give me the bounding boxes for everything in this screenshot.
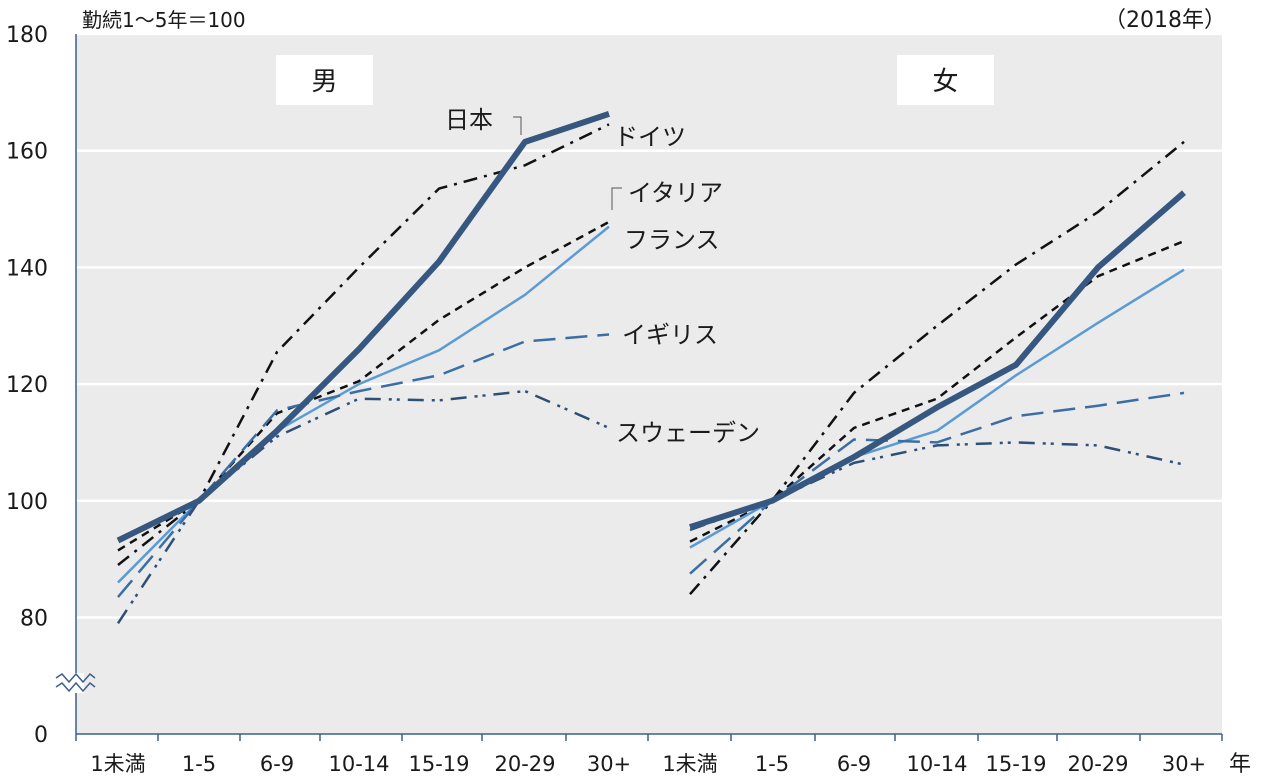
axis-break-mark [55,681,96,693]
series-lines [116,111,1186,624]
series-line-male [116,111,610,544]
series-label: イギリス [622,321,718,349]
panel-title: 男 [311,67,337,97]
x-tick-label: 1-5 [182,752,216,776]
x-tick-label: 1未満 [662,752,717,776]
panel-title-box [897,55,994,105]
x-tick-label: 15-19 [408,752,469,776]
axis-break-mark [55,672,96,684]
series-label: フランス [624,226,720,254]
series-line-male [117,333,610,598]
y-tick-label: 180 [6,23,48,48]
gridlines [76,32,1222,619]
leader-line [513,116,522,135]
series-label: イタリア [628,179,723,207]
axes: 0 80 100 120 140 160 180 [6,23,1223,748]
y-tick-label: 140 [6,256,48,281]
x-tick-label: 1-5 [755,752,789,776]
x-unit-label: 年 [1229,752,1251,777]
x-tick-label: 20-29 [1067,752,1128,776]
y-tick-label: 80 [20,607,48,632]
y-tick-label: 0 [34,723,48,748]
x-tick-label: 30+ [1162,752,1206,776]
series-label: 日本 [445,106,493,134]
series-label: ドイツ [614,123,686,151]
x-tick-label: 30+ [587,752,631,776]
labels: 男 1未満 1-5 6-9 10-14 15-19 20-29 30+ 女 1未満 1-5 6-9 10… [90,55,1206,776]
panel-title: 女 [932,67,958,97]
series-label: スウェーデン [616,419,760,447]
series-line-male [117,220,610,552]
leader-line [611,187,622,210]
y-tick-label: 120 [6,373,48,398]
y-tick-label: 100 [6,490,48,515]
x-tick-label: 1未満 [90,752,145,776]
x-tick-label: 6-9 [260,752,294,776]
year-label: （2018年） [1104,8,1226,33]
unit-label: 勤続1～5年＝100 [82,8,246,32]
series-line-female [689,190,1186,530]
x-tick-label: 6-9 [837,752,871,776]
x-tick-label: 10-14 [906,752,967,776]
x-tick-label: 20-29 [494,752,555,776]
x-tick-label: 10-14 [328,752,389,776]
panel-title-box [276,55,373,105]
y-tick-label: 160 [6,140,48,165]
x-tick-label: 15-19 [985,752,1046,776]
